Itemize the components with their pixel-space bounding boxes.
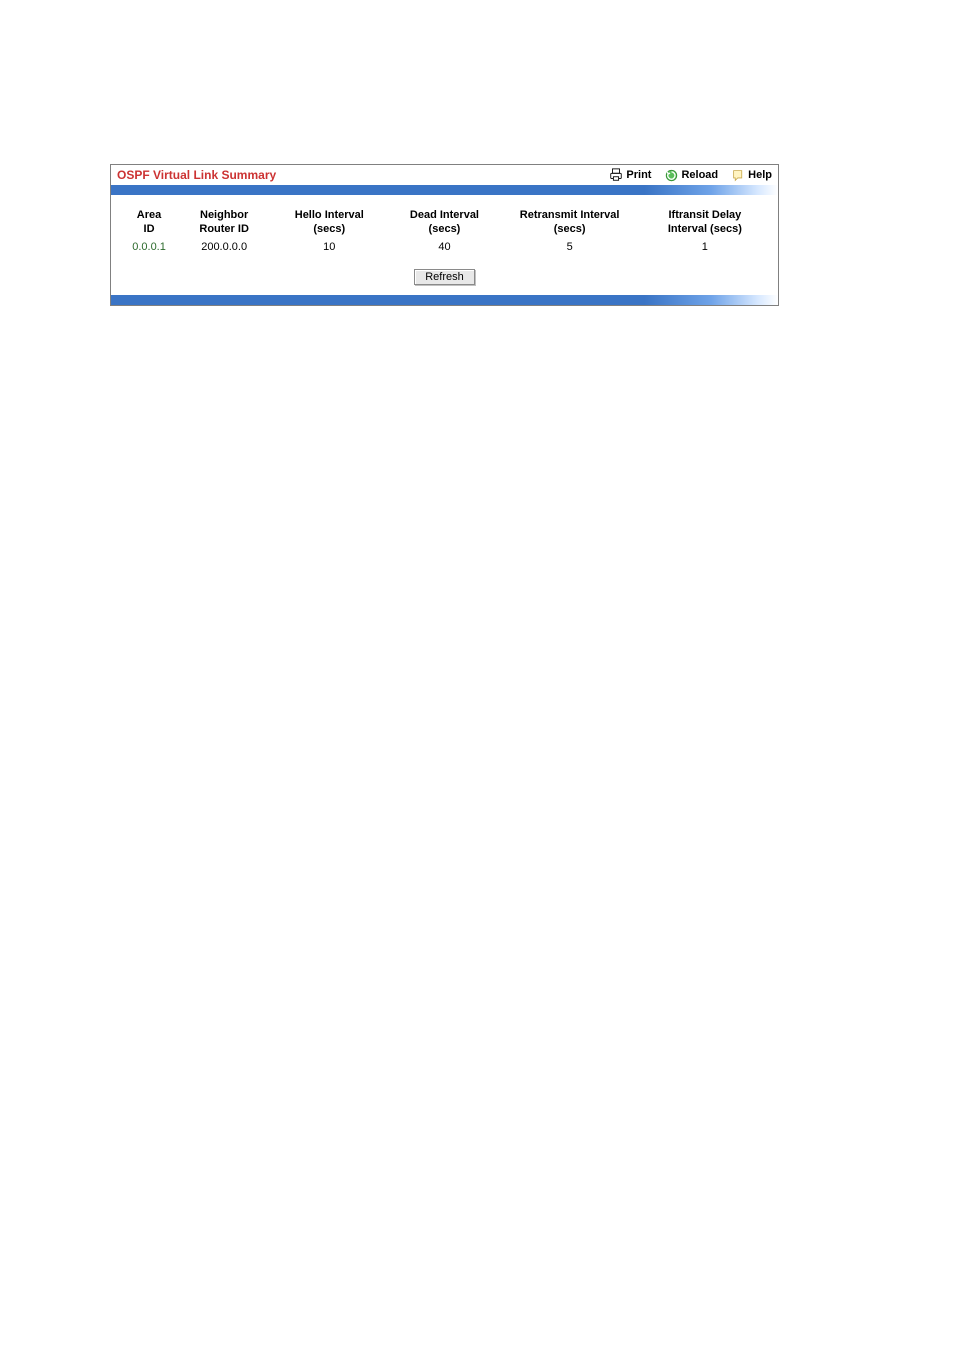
table-row: 0.0.0.1 200.0.0.0 10 40 5 1: [119, 239, 770, 253]
col-iftransit-delay: Iftransit DelayInterval (secs): [640, 209, 770, 239]
reload-icon: [665, 169, 678, 182]
help-action[interactable]: Help: [732, 169, 772, 182]
panel-content: AreaID NeighborRouter ID Hello Interval(…: [111, 195, 778, 295]
reload-action[interactable]: Reload: [665, 169, 718, 182]
table-header-row: AreaID NeighborRouter ID Hello Interval(…: [119, 209, 770, 239]
print-icon: [609, 168, 623, 182]
col-neighbor-router-id: NeighborRouter ID: [179, 209, 269, 239]
col-area-id: AreaID: [119, 209, 179, 239]
print-action[interactable]: Print: [609, 168, 651, 182]
print-label: Print: [626, 169, 651, 181]
ospf-virtual-link-summary-panel: OSPF Virtual Link Summary Print Reload: [110, 164, 779, 306]
help-icon: [732, 169, 745, 182]
virtual-link-table: AreaID NeighborRouter ID Hello Interval(…: [119, 209, 770, 253]
panel-titlebar: OSPF Virtual Link Summary Print Reload: [111, 165, 778, 185]
refresh-button[interactable]: Refresh: [414, 269, 475, 285]
panel-title: OSPF Virtual Link Summary: [117, 168, 276, 182]
bottom-accent-bar: [111, 295, 778, 305]
cell-retransmit-interval: 5: [500, 239, 640, 253]
cell-dead-interval: 40: [389, 239, 499, 253]
cell-hello-interval: 10: [269, 239, 389, 253]
cell-area-id[interactable]: 0.0.0.1: [119, 239, 179, 253]
col-hello-interval: Hello Interval(secs): [269, 209, 389, 239]
button-row: Refresh: [119, 253, 770, 285]
help-label: Help: [748, 169, 772, 181]
cell-neighbor-router-id: 200.0.0.0: [179, 239, 269, 253]
reload-label: Reload: [681, 169, 718, 181]
col-dead-interval: Dead Interval(secs): [389, 209, 499, 239]
top-accent-bar: [111, 185, 778, 195]
cell-iftransit-delay: 1: [640, 239, 770, 253]
col-retransmit-interval: Retransmit Interval(secs): [500, 209, 640, 239]
